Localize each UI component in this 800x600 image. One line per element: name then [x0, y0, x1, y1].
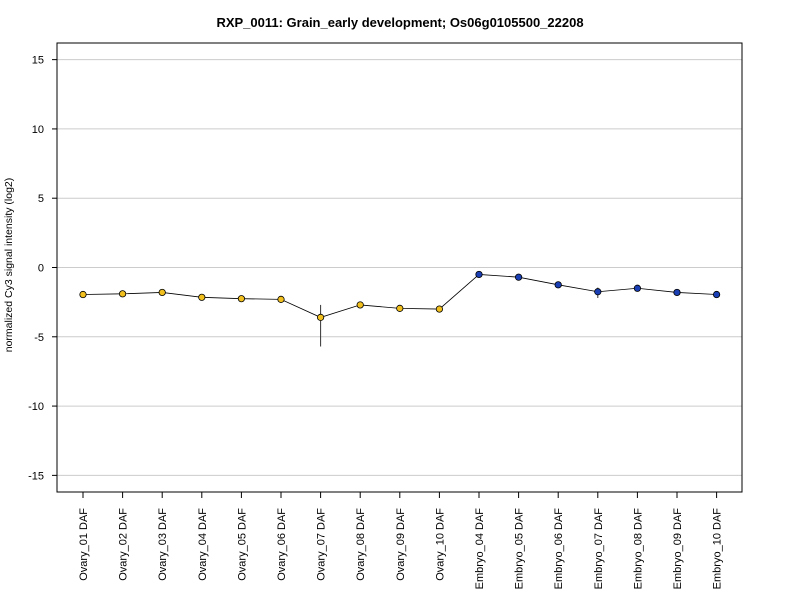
- x-tick-label: Ovary_07 DAF: [316, 508, 328, 581]
- x-tick-label: Ovary_06 DAF: [276, 508, 288, 581]
- x-tick-label: Ovary_08 DAF: [355, 508, 367, 581]
- y-tick-label: 0: [38, 263, 44, 275]
- data-point: [633, 284, 642, 292]
- data-point: [594, 288, 602, 296]
- x-tick-label: Ovary_01 DAF: [78, 508, 90, 581]
- x-tick-label: Ovary_05 DAF: [236, 508, 248, 581]
- data-point: [316, 313, 325, 321]
- y-tick-label: 10: [32, 124, 44, 136]
- data-point: [514, 273, 523, 281]
- chart-title: RXP_0011: Grain_early development; Os06g…: [216, 15, 583, 30]
- y-tick-label: 15: [32, 55, 44, 67]
- data-point: [356, 301, 364, 309]
- data-point: [158, 288, 166, 297]
- y-axis: -15 -10 -5 0 5 10 15: [28, 55, 57, 482]
- data-point: [673, 288, 681, 297]
- x-tick-label: Ovary_09 DAF: [395, 508, 407, 581]
- x-tick-label: Embryo_05 DAF: [514, 508, 526, 590]
- data-point: [435, 305, 443, 313]
- x-axis: Ovary_01 DAF Ovary_02 DAF Ovary_03 DAF Ovar…: [78, 492, 724, 589]
- data-point: [554, 281, 562, 289]
- data-point: [119, 290, 127, 298]
- data-point: [237, 295, 245, 303]
- y-tick-label: -5: [34, 332, 44, 344]
- x-tick-label: Ovary_04 DAF: [197, 508, 209, 581]
- y-axis-label: normalized Cy3 signal intensity (log2): [3, 178, 15, 353]
- y-tick-label: -10: [28, 401, 44, 413]
- y-tick-label: 5: [38, 193, 44, 205]
- data-point: [198, 293, 206, 301]
- x-tick-label: Ovary_02 DAF: [118, 508, 130, 581]
- x-tick-label: Embryo_04 DAF: [474, 508, 486, 590]
- data-point: [79, 290, 87, 299]
- y-tick-label: -15: [28, 470, 44, 482]
- data-point: [396, 304, 404, 312]
- data-point: [712, 290, 721, 299]
- x-tick-label: Ovary_03 DAF: [157, 508, 169, 581]
- x-tick-label: Embryo_10 DAF: [712, 508, 724, 590]
- grid-lines: [57, 59, 742, 476]
- data-point: [277, 295, 285, 303]
- data-series: [79, 270, 721, 347]
- x-tick-label: Embryo_06 DAF: [553, 508, 565, 590]
- x-tick-label: Embryo_07 DAF: [593, 508, 605, 590]
- x-tick-label: Ovary_10 DAF: [434, 508, 446, 581]
- x-tick-label: Embryo_08 DAF: [632, 508, 644, 590]
- data-point: [475, 270, 483, 279]
- x-tick-label: Embryo_09 DAF: [672, 508, 684, 590]
